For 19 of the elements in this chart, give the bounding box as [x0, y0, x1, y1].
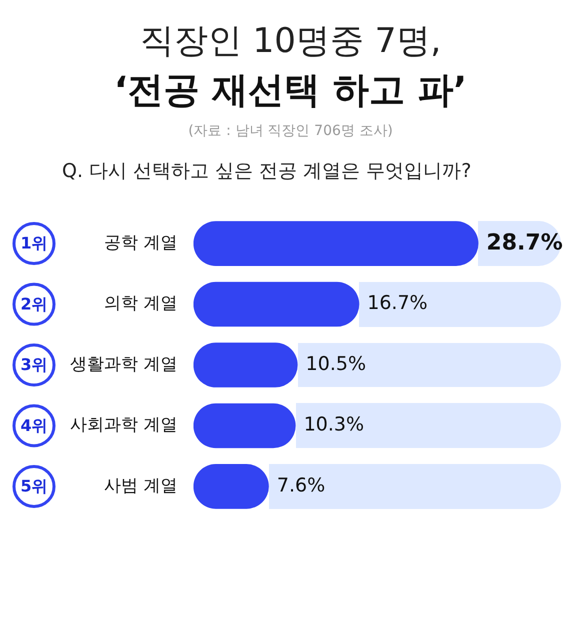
y-tick-label: 사범 계열: [104, 476, 178, 496]
data-label: 28.7%: [486, 230, 563, 256]
text: 3위: [20, 355, 48, 374]
text: 4위: [20, 416, 48, 435]
text: Q. 다시 선택하고 싶은 전공 계열은 무엇입니까?: [62, 159, 472, 184]
text: (자료 : 남녀 직장인 706명 조사): [187, 122, 394, 140]
data-label: 7.6%: [276, 474, 326, 496]
data-label: 10.3%: [304, 414, 364, 436]
chart-title: 직장인 10명중 7명,: [138, 20, 442, 63]
data-label: 16.7%: [367, 292, 428, 314]
data-label: 10.5%: [306, 352, 366, 375]
y-tick-label: 공학 계열: [104, 232, 178, 253]
text: 2위: [20, 294, 48, 314]
text: 5위: [20, 476, 48, 496]
y-tick-label: 사회과학 계열: [70, 415, 178, 436]
y-tick-label: 의학 계열: [104, 294, 178, 314]
text: 1위: [20, 234, 48, 253]
chart-subtitle: ‘전공 재선택 하고 파’: [113, 69, 468, 113]
y-tick-label: 생활과학 계열: [70, 354, 178, 374]
